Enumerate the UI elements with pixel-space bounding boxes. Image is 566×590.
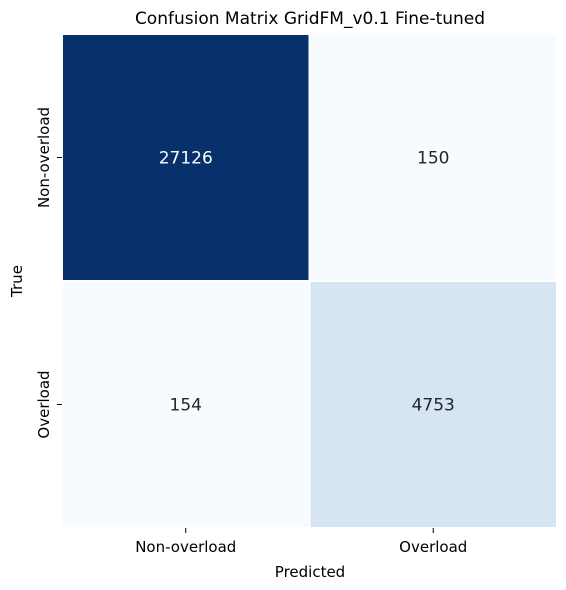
y-axis-label: True: [8, 265, 26, 298]
heatmap-cell: [308, 33, 558, 282]
chart-title: Confusion Matrix GridFM_v0.1 Fine-tuned: [135, 9, 485, 29]
y-tick-label: Non-overload: [35, 107, 53, 208]
cell-annotations: 27126 150 154 4753: [159, 149, 455, 416]
heatmap-cell: [61, 33, 311, 282]
cell-value-label: 27126: [159, 149, 213, 169]
y-axis-ticks: Non-overload Overload: [35, 107, 62, 439]
x-axis-ticks: Non-overload Overload: [135, 528, 467, 556]
heatmap-cell: [61, 280, 311, 529]
heatmap-cells: [61, 33, 558, 529]
x-tick-label: Overload: [399, 538, 467, 556]
cell-value-label: 150: [417, 149, 449, 169]
x-axis-label: Predicted: [275, 563, 345, 581]
heatmap-cell: [308, 280, 558, 529]
cell-value-label: 154: [170, 396, 202, 416]
y-tick-label: Overload: [35, 370, 53, 438]
x-tick-label: Non-overload: [135, 538, 236, 556]
cell-value-label: 4753: [412, 396, 455, 416]
